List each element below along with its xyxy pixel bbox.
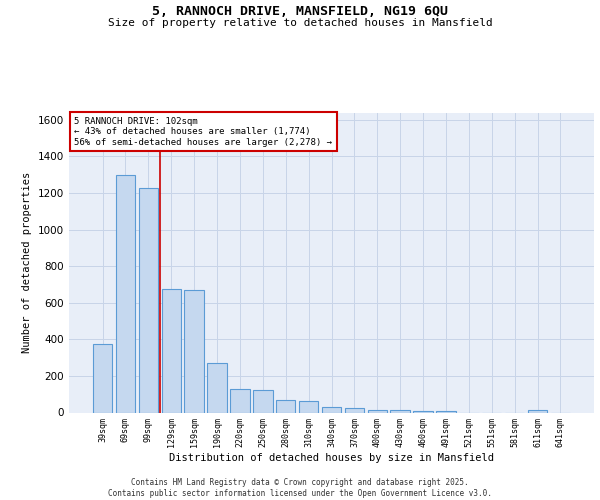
Bar [528,410,547,412]
Bar [139,188,158,412]
Bar [276,400,295,412]
X-axis label: Distribution of detached houses by size in Mansfield: Distribution of detached houses by size … [169,453,494,463]
Text: 5 RANNOCH DRIVE: 102sqm
← 43% of detached houses are smaller (1,774)
56% of semi: 5 RANNOCH DRIVE: 102sqm ← 43% of detache… [74,117,332,147]
Bar [436,411,455,412]
Bar [413,410,433,412]
Bar [161,289,181,412]
Text: Contains HM Land Registry data © Crown copyright and database right 2025.
Contai: Contains HM Land Registry data © Crown c… [108,478,492,498]
Bar [299,400,319,412]
Bar [368,410,387,412]
Bar [253,390,272,412]
Bar [208,363,227,412]
Text: 5, RANNOCH DRIVE, MANSFIELD, NG19 6QU: 5, RANNOCH DRIVE, MANSFIELD, NG19 6QU [152,5,448,18]
Text: Size of property relative to detached houses in Mansfield: Size of property relative to detached ho… [107,18,493,28]
Y-axis label: Number of detached properties: Number of detached properties [22,172,32,353]
Bar [391,410,410,412]
Bar [93,344,112,412]
Bar [184,290,204,412]
Bar [230,388,250,412]
Bar [322,407,341,412]
Bar [116,174,135,412]
Bar [344,408,364,412]
